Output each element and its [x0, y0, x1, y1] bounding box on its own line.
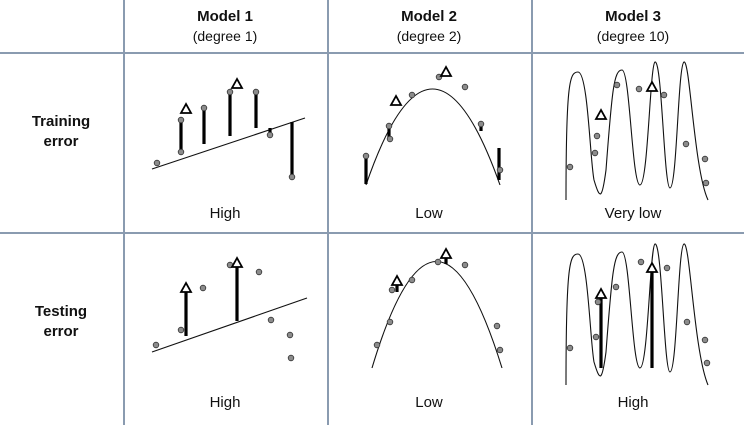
data-point	[566, 344, 574, 352]
data-point	[612, 283, 620, 291]
column-subtitle: (degree 10)	[596, 28, 670, 44]
triangle-marker	[645, 80, 659, 92]
row-header-testing: Testing error	[0, 302, 122, 342]
column-subtitle: (degree 1)	[192, 28, 258, 44]
data-point	[496, 166, 504, 174]
data-point	[703, 359, 711, 367]
fit-line	[151, 297, 308, 353]
row-label-line: error	[43, 133, 79, 150]
data-point	[386, 318, 394, 326]
data-point	[477, 120, 485, 128]
triangle-marker	[594, 108, 608, 120]
cell-label-testing-model-2: Low	[415, 394, 443, 411]
data-point	[592, 333, 600, 341]
data-point	[683, 318, 691, 326]
fit-curve	[365, 88, 501, 186]
column-title: Model 1	[197, 8, 253, 25]
column-subtitle: (degree 2)	[396, 28, 462, 44]
data-point	[682, 140, 690, 148]
data-point	[408, 91, 416, 99]
data-point	[591, 149, 599, 157]
fit-curve	[565, 61, 709, 201]
data-point	[660, 91, 668, 99]
data-point	[701, 336, 709, 344]
data-point	[252, 88, 260, 96]
triangle-marker	[179, 102, 193, 114]
data-point	[461, 261, 469, 269]
column-title: Model 2	[401, 8, 457, 25]
data-point	[593, 132, 601, 140]
triangle-marker	[645, 261, 659, 273]
data-point	[635, 85, 643, 93]
grid-line-vertical	[123, 0, 125, 425]
fit-curve	[565, 243, 709, 386]
data-point	[266, 131, 274, 139]
grid-line-horizontal	[0, 52, 744, 54]
triangle-marker	[389, 94, 403, 106]
grid-line-vertical	[327, 0, 329, 425]
triangle-marker	[179, 281, 193, 293]
triangle-marker	[439, 247, 453, 259]
data-point	[663, 264, 671, 272]
triangle-marker	[230, 77, 244, 89]
triangle-marker	[390, 274, 404, 286]
cell-label-training-model-2: Low	[415, 205, 443, 222]
triangle-marker	[439, 65, 453, 77]
data-point	[594, 298, 602, 306]
grid-line-horizontal	[0, 232, 744, 234]
cell-label-testing-model-1: High	[209, 394, 241, 411]
data-point	[200, 104, 208, 112]
data-point	[388, 286, 396, 294]
column-header-model-1: Model 1 (degree 1)	[125, 8, 325, 45]
data-point	[408, 276, 416, 284]
data-point	[702, 179, 710, 187]
data-point	[177, 148, 185, 156]
data-point	[287, 354, 295, 362]
data-point	[493, 322, 501, 330]
triangle-marker	[230, 256, 244, 268]
data-point	[152, 341, 160, 349]
row-header-training: Training error	[0, 112, 122, 152]
data-point	[286, 331, 294, 339]
cell-label-training-model-1: High	[209, 205, 241, 222]
data-point	[288, 173, 296, 181]
data-point	[496, 346, 504, 354]
row-label-line: Testing	[34, 303, 88, 320]
data-point	[177, 326, 185, 334]
data-point	[434, 258, 442, 266]
column-header-model-2: Model 2 (degree 2)	[329, 8, 529, 45]
data-point	[255, 268, 263, 276]
data-point	[373, 341, 381, 349]
data-point	[386, 135, 394, 143]
cell-label-testing-model-3: High	[617, 394, 649, 411]
column-title: Model 3	[605, 8, 661, 25]
data-point	[362, 152, 370, 160]
data-point	[153, 159, 161, 167]
data-point	[177, 116, 185, 124]
row-label-line: error	[43, 323, 79, 340]
data-point	[267, 316, 275, 324]
data-point	[226, 88, 234, 96]
data-point	[637, 258, 645, 266]
grid-line-vertical	[531, 0, 533, 425]
row-label-line: Training	[31, 113, 91, 130]
column-header-model-3: Model 3 (degree 10)	[533, 8, 733, 45]
data-point	[701, 155, 709, 163]
fit-line	[151, 117, 306, 170]
data-point	[566, 163, 574, 171]
triangle-marker	[594, 287, 608, 299]
data-point	[199, 284, 207, 292]
data-point	[613, 81, 621, 89]
data-point	[461, 83, 469, 91]
data-point	[385, 122, 393, 130]
cell-label-training-model-3: Very low	[604, 205, 662, 222]
